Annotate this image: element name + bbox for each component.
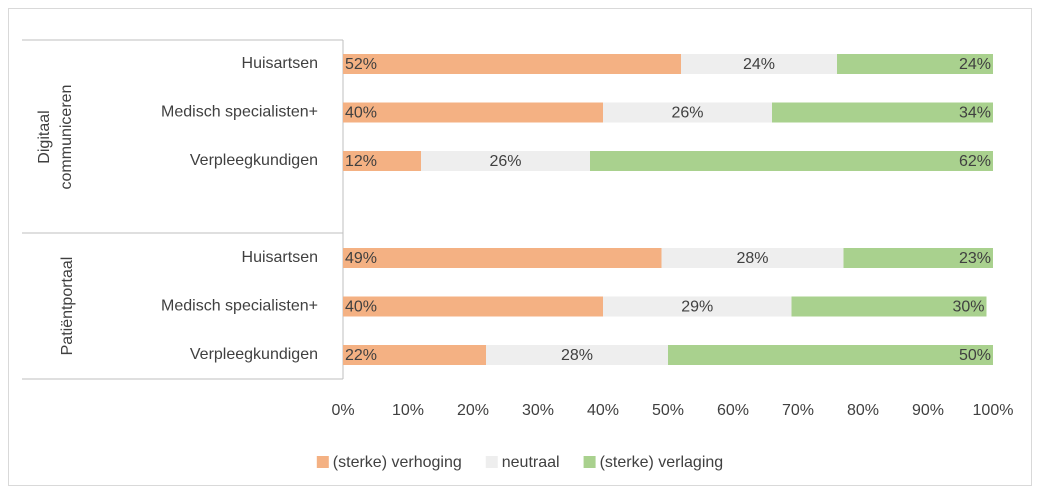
bar-segment bbox=[590, 151, 993, 171]
x-tick-label: 100% bbox=[973, 402, 1014, 419]
data-label: 40% bbox=[345, 105, 377, 122]
bar-segment bbox=[486, 345, 668, 365]
legend-swatch bbox=[316, 456, 329, 468]
legend-label: (sterke) verlaging bbox=[600, 454, 724, 471]
category-label: Verpleegkundigen bbox=[190, 346, 318, 363]
bar-segment bbox=[791, 296, 987, 317]
group-label: Digitaal communiceren bbox=[36, 84, 75, 189]
bar-segment bbox=[343, 248, 662, 268]
x-tick-label: 20% bbox=[457, 402, 489, 419]
bar-segment bbox=[681, 54, 837, 74]
bar-segment bbox=[343, 345, 486, 365]
data-label: 24% bbox=[959, 56, 991, 73]
data-label: 26% bbox=[671, 105, 703, 122]
group-label: Patiëntportaal bbox=[59, 256, 76, 356]
data-label: 12% bbox=[345, 153, 377, 170]
data-label: 29% bbox=[681, 299, 713, 316]
category-label: Medisch specialisten+ bbox=[161, 298, 318, 315]
data-label: 26% bbox=[489, 153, 521, 170]
chart-frame bbox=[8, 8, 1032, 486]
data-label: 52% bbox=[345, 56, 377, 73]
data-label: 28% bbox=[561, 347, 593, 364]
x-tick-label: 40% bbox=[587, 402, 619, 419]
bar-segment bbox=[343, 296, 603, 317]
data-label: 23% bbox=[959, 250, 991, 267]
x-tick-label: 30% bbox=[522, 402, 554, 419]
data-label: 22% bbox=[345, 347, 377, 364]
bar-segment bbox=[772, 102, 993, 123]
bar-segment bbox=[843, 248, 993, 268]
data-label: 28% bbox=[736, 250, 768, 267]
category-label: Verpleegkundigen bbox=[190, 152, 318, 169]
bar-segment bbox=[661, 248, 844, 268]
data-label: 34% bbox=[959, 105, 991, 122]
legend-label: neutraal bbox=[502, 454, 560, 471]
data-label: 50% bbox=[959, 347, 991, 364]
bar-segment bbox=[343, 151, 421, 171]
x-tick-label: 50% bbox=[652, 402, 684, 419]
legend-label: (sterke) verhoging bbox=[333, 454, 462, 471]
bar-segment bbox=[343, 102, 603, 123]
category-label: Huisartsen bbox=[242, 249, 318, 266]
bar-segment bbox=[421, 151, 590, 171]
bar-segment bbox=[668, 345, 993, 365]
category-label: Huisartsen bbox=[242, 55, 318, 72]
bar-segment bbox=[343, 54, 681, 74]
x-tick-label: 0% bbox=[331, 402, 354, 419]
data-label: 62% bbox=[959, 153, 991, 170]
category-label: Medisch specialisten+ bbox=[161, 104, 318, 121]
x-tick-label: 70% bbox=[782, 402, 814, 419]
bar-segment bbox=[603, 102, 772, 123]
data-label: 24% bbox=[743, 56, 775, 73]
x-tick-label: 80% bbox=[847, 402, 879, 419]
x-tick-label: 90% bbox=[912, 402, 944, 419]
data-label: 49% bbox=[345, 250, 377, 267]
bar-segment bbox=[603, 296, 792, 317]
x-tick-label: 10% bbox=[392, 402, 424, 419]
data-label: 30% bbox=[952, 299, 984, 316]
x-tick-label: 60% bbox=[717, 402, 749, 419]
legend-swatch bbox=[485, 456, 498, 468]
data-label: 40% bbox=[345, 299, 377, 316]
legend-swatch bbox=[583, 456, 596, 468]
bar-segment bbox=[837, 54, 993, 74]
